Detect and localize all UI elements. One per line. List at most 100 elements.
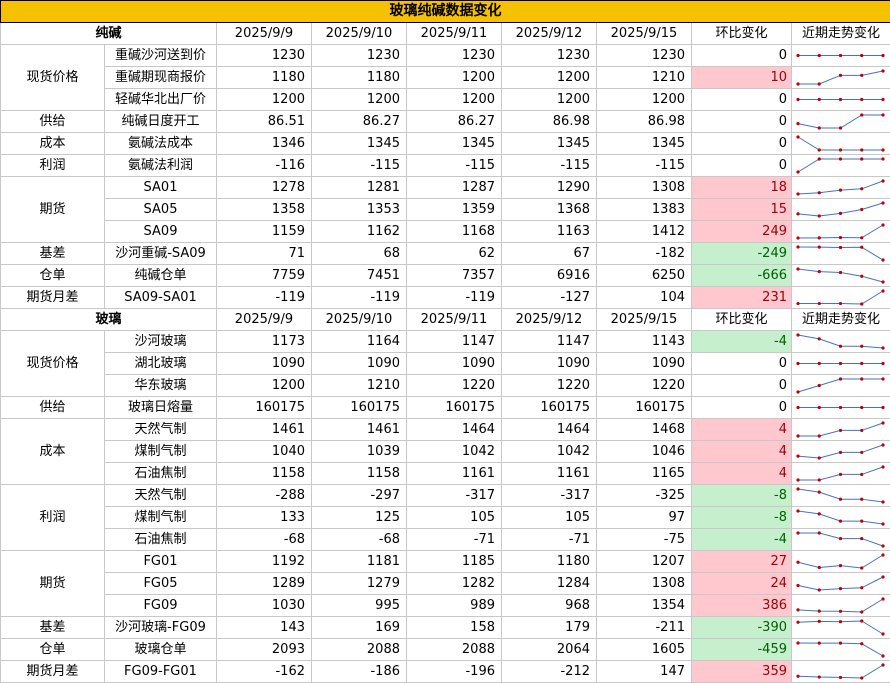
trend-cell — [792, 353, 890, 375]
sparkline — [792, 221, 889, 242]
sparkline-point — [818, 531, 821, 534]
value-cell: 989 — [407, 595, 502, 617]
sparkline-point — [860, 498, 863, 501]
change-cell: -4 — [692, 529, 792, 551]
value-cell: 1173 — [217, 331, 312, 353]
sparkline — [792, 177, 889, 198]
trend-cell — [792, 45, 890, 67]
value-cell: -288 — [217, 485, 312, 507]
value-cell: -115 — [597, 155, 692, 177]
sparkline-point — [860, 302, 863, 305]
sparkline — [792, 595, 889, 616]
value-cell: 1200 — [502, 67, 597, 89]
value-cell: 1185 — [407, 551, 502, 573]
value-cell: 1220 — [502, 375, 597, 397]
category-cell: 利润 — [1, 485, 105, 551]
value-cell: 1278 — [217, 177, 312, 199]
sparkline-point — [881, 663, 884, 666]
value-cell: 1412 — [597, 221, 692, 243]
value-cell: 1168 — [407, 221, 502, 243]
change-cell: 10 — [692, 67, 792, 89]
item-cell: 沙河重碱-SA09 — [105, 243, 217, 265]
trend-cell — [792, 573, 890, 595]
change-cell: 0 — [692, 155, 792, 177]
sparkline-point — [860, 520, 863, 523]
change-cell: 24 — [692, 573, 792, 595]
sparkline-point — [881, 54, 884, 57]
trend-cell — [792, 397, 890, 419]
sparkline-point — [881, 362, 884, 365]
value-cell: 160175 — [502, 397, 597, 419]
value-cell: 1464 — [407, 419, 502, 441]
trend-cell — [792, 507, 890, 529]
sparkline-point — [796, 192, 799, 195]
sparkline-point — [796, 561, 799, 564]
sparkline — [792, 331, 889, 352]
sparkline-point — [860, 451, 863, 454]
sparkline-point — [839, 473, 842, 476]
sparkline-point — [818, 337, 821, 340]
change-cell: 4 — [692, 419, 792, 441]
value-cell: 1281 — [312, 177, 407, 199]
sparkline — [792, 111, 889, 132]
sparkline-point — [860, 187, 863, 190]
change-cell: 386 — [692, 595, 792, 617]
value-cell: 1358 — [217, 199, 312, 221]
sparkline-point — [839, 451, 842, 454]
sparkline-point — [839, 148, 842, 151]
sparkline-point — [839, 126, 842, 129]
value-cell: 1210 — [597, 67, 692, 89]
change-cell: 0 — [692, 45, 792, 67]
category-cell: 成本 — [1, 133, 105, 155]
sparkline-point — [796, 98, 799, 101]
sparkline-line — [798, 379, 883, 392]
date-header: 2025/9/10 — [312, 23, 407, 45]
sparkline-point — [796, 608, 799, 611]
value-cell: 2093 — [217, 639, 312, 661]
sparkline-point — [839, 498, 842, 501]
sparkline — [792, 573, 889, 594]
item-cell: 天然气制 — [105, 419, 217, 441]
sparkline-point — [818, 491, 821, 494]
section-name: 玻璃 — [1, 309, 217, 331]
sparkline-line — [798, 115, 883, 128]
sparkline-point — [881, 522, 884, 525]
sparkline-point — [881, 113, 884, 116]
sparkline-point — [818, 98, 821, 101]
sparkline-point — [881, 148, 884, 151]
sparkline-point — [839, 74, 842, 77]
change-cell: 0 — [692, 397, 792, 419]
value-cell: 1284 — [502, 573, 597, 595]
sparkline-point — [839, 642, 842, 645]
sparkline-point — [860, 537, 863, 540]
sparkline — [792, 287, 889, 308]
change-header: 环比变化 — [692, 23, 792, 45]
date-header: 2025/9/11 — [407, 309, 502, 331]
item-cell: 纯碱仓单 — [105, 265, 217, 287]
value-cell: 1345 — [312, 133, 407, 155]
trend-cell — [792, 595, 890, 617]
change-cell: -249 — [692, 243, 792, 265]
category-cell: 期货月差 — [1, 287, 105, 309]
value-cell: 1230 — [407, 45, 502, 67]
value-cell: -115 — [407, 155, 502, 177]
value-cell: 1345 — [407, 133, 502, 155]
sparkline-point — [796, 478, 799, 481]
trend-cell — [792, 67, 890, 89]
value-cell: -116 — [217, 155, 312, 177]
change-header: 环比变化 — [692, 309, 792, 331]
sparkline-point — [818, 406, 821, 409]
change-cell: -8 — [692, 485, 792, 507]
section-name: 纯碱 — [1, 23, 217, 45]
sparkline-point — [860, 362, 863, 365]
change-cell: 0 — [692, 353, 792, 375]
sparkline-point — [839, 377, 842, 380]
value-cell: 1289 — [217, 573, 312, 595]
sparkline-point — [860, 566, 863, 569]
sparkline — [792, 353, 889, 374]
item-cell: 纯碱日度开工 — [105, 111, 217, 133]
value-cell: 1230 — [597, 45, 692, 67]
sparkline-point — [839, 345, 842, 348]
title-row: 玻璃纯碱数据变化 — [1, 1, 890, 23]
